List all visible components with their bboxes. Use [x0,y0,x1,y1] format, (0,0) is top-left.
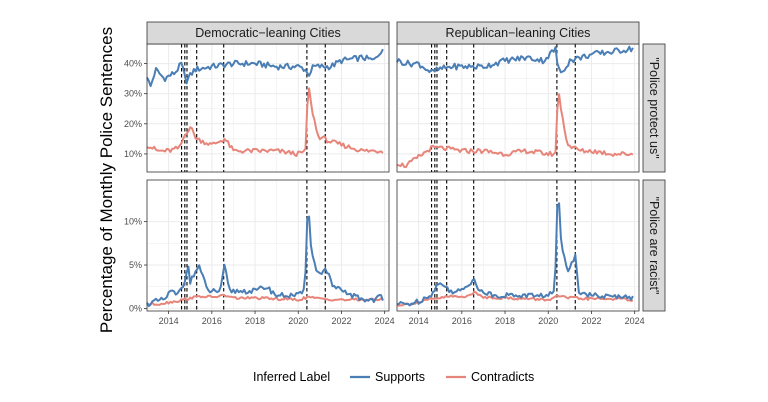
panel-r0-c0: 10% 20% 30% 40% [124,43,390,173]
row-strip-label: "Police protect us" [647,57,661,158]
x-tick-label: 2018 [245,316,265,326]
supports-line [146,48,384,88]
y-tick-label: 0% [129,303,142,313]
contradicts-line [146,87,384,157]
y-tick-label: 10% [124,149,142,159]
panel-r1-c1: 2014 2016 2018 2020 2022 2024 [396,179,645,326]
legend-contradicts-label: Contradicts [471,370,534,384]
x-tick-label: 2024 [375,316,395,326]
column-strip-label: Republican−leaning Cities [446,26,591,40]
x-tick-label: 2014 [409,316,429,326]
x-tick-label: 2022 [331,316,351,326]
row-strip-1: "Police are racist" [642,179,666,312]
supports-line [396,45,634,74]
strip-background [642,179,666,312]
x-tick-label: 2020 [538,316,558,326]
x-tick-label: 2014 [159,316,179,326]
column-strip-label: Democratic−leaning Cities [195,26,341,40]
x-tick-label: 2018 [495,316,515,326]
contradicts-line [396,290,633,307]
x-tick-label: 2016 [452,316,472,326]
legend: Inferred Label Supports Contradicts [253,370,534,384]
supports-line [396,202,634,307]
column-strip-0: Democratic−leaning Cities [146,21,390,45]
contradicts-line [396,93,634,169]
panel-r1-c0-border [146,179,390,312]
y-tick-label: 30% [124,89,142,99]
contradicts-line [146,293,384,306]
strip-background [146,21,390,45]
row-strip-label: "Police are racist" [647,197,661,295]
y-tick-label: 5% [129,260,142,270]
row-strip-0: "Police protect us" [642,43,666,173]
legend-supports-label: Supports [375,370,425,384]
y-tick-label: 20% [124,119,142,129]
x-tick-label: 2022 [581,316,601,326]
panel-r0-c1 [396,43,640,173]
strip-background [642,43,666,173]
x-tick-label: 2024 [625,316,645,326]
panel-r1-c1-border [396,179,640,312]
legend-title: Inferred Label [253,370,330,384]
panel-r1-c0: 0% 5% 10% 2014 2016 2018 2020 2022 2024 [124,179,395,326]
column-strip-1: Republican−leaning Cities [396,21,640,45]
strip-background [396,21,640,45]
panel-r1-c0-background [147,180,389,311]
y-tick-label: 10% [124,217,142,227]
x-tick-label: 2016 [202,316,222,326]
y-axis-label: Percentage of Monthly Police Sentences [97,27,116,333]
x-tick-label: 2020 [288,316,308,326]
supports-line [146,215,384,308]
y-tick-label: 40% [124,59,142,69]
